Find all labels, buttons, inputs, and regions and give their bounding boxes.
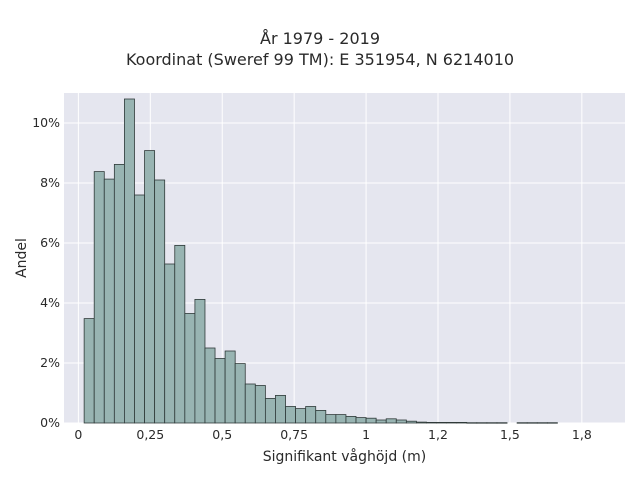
histogram-bar (154, 179, 166, 424)
histogram-bar (375, 419, 387, 424)
histogram-bar (536, 422, 548, 424)
histogram-bar (416, 421, 427, 424)
histogram-bar (395, 419, 407, 424)
histogram-bar (83, 318, 95, 424)
histogram-bar (194, 298, 206, 424)
histogram-bar (476, 422, 488, 424)
histogram-bar (355, 417, 367, 424)
histogram-bar (436, 421, 448, 424)
histogram-bar (224, 350, 236, 424)
x-tick-label: 0,75 (280, 427, 308, 442)
histogram-bar (103, 178, 115, 424)
histogram-bar (144, 150, 156, 424)
y-axis-ticks: 0% 2% 4% 6% 8% 10% (32, 115, 60, 430)
histogram-bar (446, 421, 458, 424)
histogram-bar (496, 422, 508, 424)
chart-subtitle: Koordinat (Sweref 99 TM): E 351954, N 62… (125, 50, 515, 69)
histogram-bar (365, 417, 377, 424)
x-tick-label: 1,8 (572, 427, 592, 442)
histogram-bar (456, 421, 468, 424)
x-tick-label: 0,25 (136, 427, 164, 442)
histogram-bar (254, 385, 266, 424)
histogram-bar (285, 406, 296, 424)
histogram-bar (264, 397, 276, 424)
histogram-bar (124, 98, 135, 424)
histogram-bar (93, 171, 105, 424)
histogram-bar (315, 409, 327, 424)
histogram-bar (234, 363, 246, 424)
histogram-bar (204, 347, 216, 424)
histogram-bar (345, 415, 357, 424)
y-tick-label: 10% (32, 115, 60, 130)
x-tick-label: 0 (74, 427, 82, 442)
histogram-bar (516, 422, 528, 424)
histogram-bar (335, 414, 347, 424)
histogram-bar (174, 244, 186, 424)
x-axis-ticks: 0 0,25 0,5 0,75 1 1,2 1,5 1,8 (74, 427, 591, 442)
x-tick-label: 1,5 (500, 427, 520, 442)
histogram-bar (305, 406, 317, 424)
y-tick-label: 2% (40, 355, 60, 370)
x-tick-label: 0,5 (212, 427, 232, 442)
y-tick-label: 4% (40, 295, 60, 310)
y-tick-label: 6% (40, 235, 60, 250)
histogram-bar (184, 313, 196, 424)
histogram-bar (295, 408, 307, 424)
x-tick-label: 1 (362, 427, 370, 442)
histogram-bar (466, 422, 478, 424)
y-axis-label: Andel (14, 238, 30, 278)
y-tick-label: 0% (40, 415, 60, 430)
histogram-bars (83, 98, 558, 424)
x-axis-label: Signifikant våghöjd (m) (263, 448, 426, 465)
histogram-bar (405, 420, 417, 424)
histogram-bar (134, 194, 145, 424)
histogram-bar (164, 263, 176, 424)
histogram-bar (214, 358, 226, 424)
histogram-bar (526, 422, 538, 424)
histogram-bar (275, 394, 286, 424)
histogram-bar (385, 418, 397, 424)
histogram-bar (426, 421, 437, 424)
histogram-bar (546, 422, 558, 424)
x-tick-label: 1,2 (428, 427, 448, 442)
histogram-bar (244, 383, 256, 424)
y-tick-label: 8% (40, 175, 60, 190)
histogram-bar (486, 422, 498, 424)
histogram-bar (325, 414, 337, 424)
histogram-bar (113, 163, 125, 424)
chart-title: År 1979 - 2019 (260, 29, 380, 48)
